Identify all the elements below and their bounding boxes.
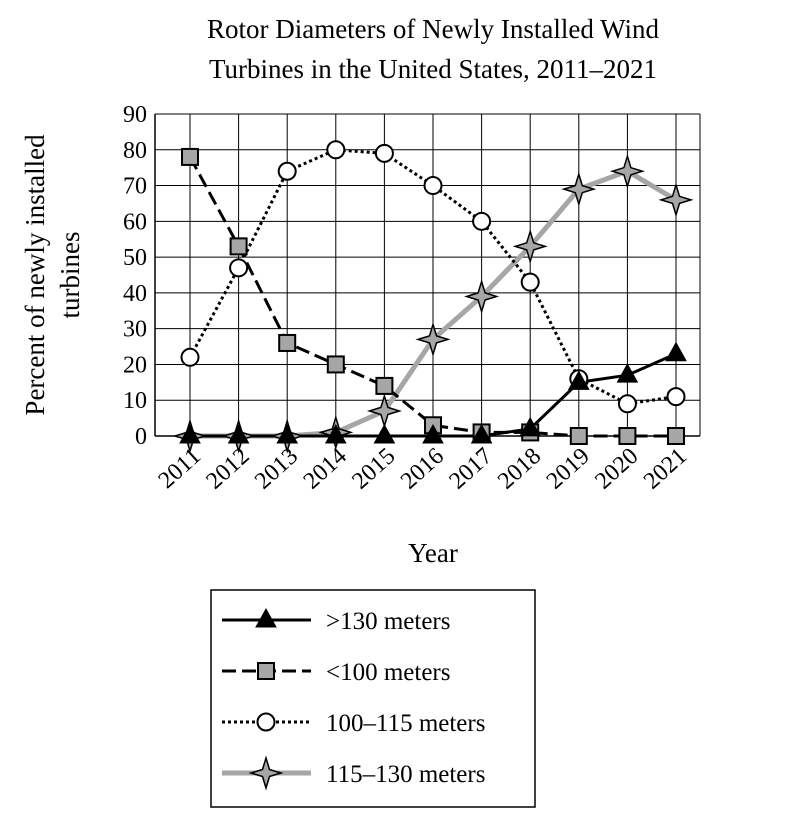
x-tick-label: 2015 [347, 443, 400, 494]
data-point-triangle [519, 416, 542, 437]
y-tick-label: 70 [123, 174, 147, 200]
legend-marker-triangle [255, 607, 277, 628]
x-tick-label: 2018 [493, 443, 546, 494]
y-axis-title-line-1: Percent of newly installed [20, 134, 50, 416]
series-layer [172, 140, 694, 454]
data-point-triangle [567, 370, 590, 390]
series-line-square [188, 156, 676, 438]
data-point-circle [666, 387, 686, 407]
data-point-square [667, 427, 685, 445]
data-point-square [618, 427, 637, 445]
y-tick-label: 90 [123, 102, 147, 128]
x-tick-label: 2013 [250, 443, 303, 494]
x-axis-title: Year [408, 538, 458, 568]
data-point-triangle [665, 341, 687, 362]
legend-label: <100 meters [326, 659, 451, 686]
y-tick-label: 30 [123, 317, 147, 343]
legend-label: 115–130 meters [326, 761, 485, 788]
y-axis-title-line-2: turbines [55, 232, 85, 319]
legend-marker-circle [256, 712, 276, 732]
data-point-circle [374, 143, 394, 163]
x-tick-label: 2011 [154, 443, 206, 494]
data-point-square [181, 147, 199, 166]
data-point-triangle [373, 423, 396, 444]
x-tick-label: 2016 [396, 443, 449, 494]
data-point-square [278, 333, 297, 352]
data-point-star [512, 228, 548, 264]
y-tick-label: 20 [123, 352, 147, 378]
data-point-star [415, 321, 451, 357]
chart-title-line-2: Turbines in the United States, 2011–2021 [209, 54, 657, 84]
data-point-square [375, 376, 394, 395]
x-tick-label: 2019 [542, 443, 595, 494]
data-point-triangle [276, 423, 299, 444]
data-point-star [561, 171, 597, 207]
data-point-circle [472, 211, 492, 231]
data-point-triangle [470, 423, 493, 444]
y-tick-label: 10 [123, 388, 147, 414]
data-point-star [658, 182, 694, 218]
legend-label: 100–115 meters [326, 710, 485, 737]
data-point-triangle [179, 423, 201, 444]
data-point-star [609, 153, 645, 189]
x-tick-label: 2017 [445, 443, 498, 494]
x-tick-label: 2014 [299, 443, 352, 494]
data-point-triangle [324, 423, 347, 444]
legend: >130 meters <100 meters 100–115 meters 115–… [210, 589, 536, 808]
data-point-circle [180, 347, 200, 367]
y-tick-label: 80 [123, 138, 147, 164]
x-tick-label: 2012 [202, 443, 255, 494]
legend-marker-square [257, 662, 275, 680]
y-tick-label: 50 [123, 245, 147, 271]
y-tick-label: 40 [123, 281, 147, 307]
data-point-triangle [227, 423, 250, 444]
legend-label: >130 meters [326, 608, 451, 635]
data-point-circle [617, 394, 637, 414]
x-tick-label: 2020 [590, 443, 643, 494]
data-point-star [464, 278, 500, 315]
data-point-square [569, 427, 588, 445]
data-point-circle [423, 176, 443, 196]
y-tick-label: 0 [135, 424, 147, 450]
legend-marker-star [248, 755, 284, 791]
chart-title-line-1: Rotor Diameters of Newly Installed Wind [207, 14, 660, 44]
data-point-circle [326, 140, 346, 160]
x-tick-label: 2021 [639, 443, 692, 494]
data-point-circle [229, 258, 249, 278]
data-point-square [326, 355, 345, 374]
y-tick-label: 60 [123, 209, 147, 235]
data-point-triangle [616, 363, 639, 383]
data-point-circle [520, 272, 540, 292]
data-point-circle [277, 161, 297, 181]
data-point-triangle [422, 423, 444, 444]
data-point-square [229, 237, 248, 256]
